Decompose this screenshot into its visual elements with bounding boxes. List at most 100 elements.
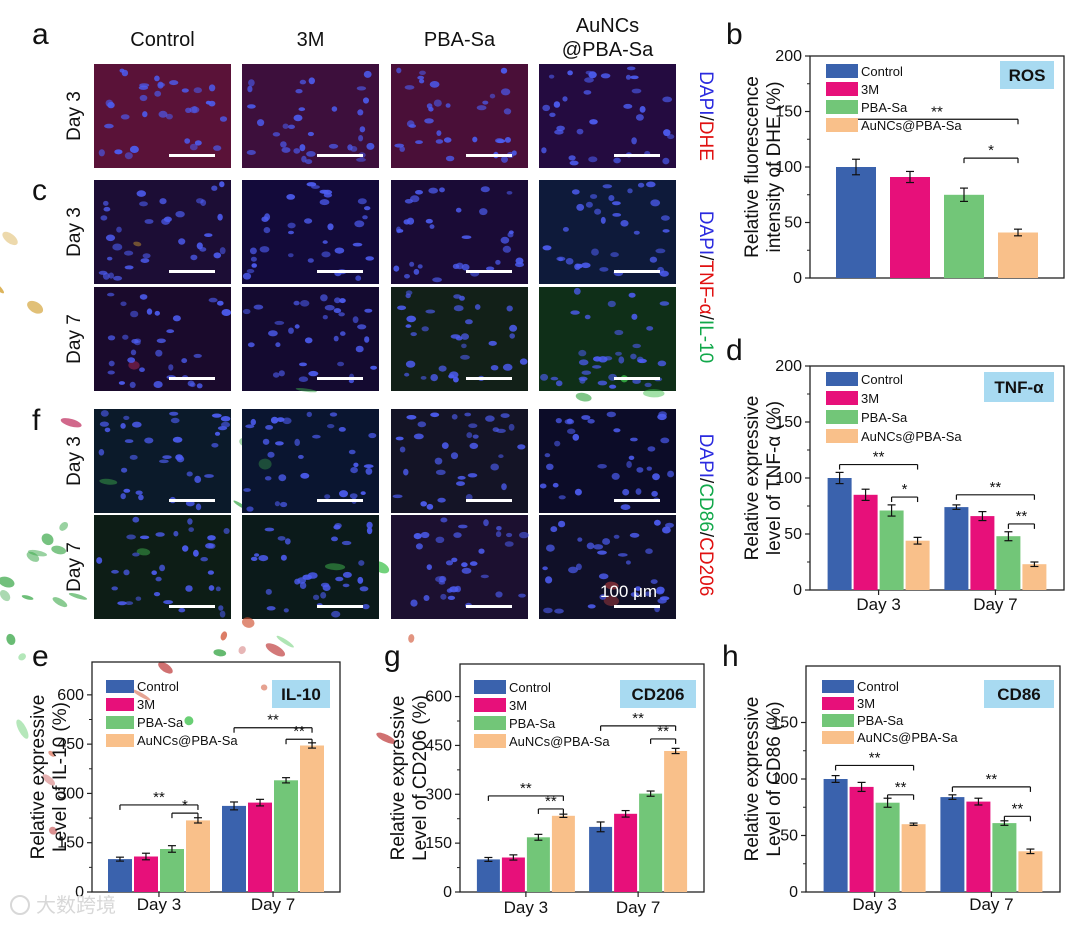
panel-letter-e: e: [32, 640, 49, 673]
scale-bar: [466, 377, 512, 380]
bar: [940, 797, 965, 892]
panel-letter-d: d: [726, 334, 743, 367]
row-label: Day 3: [64, 91, 85, 141]
bar: [664, 751, 688, 892]
stain-label: DAPI/CD86/CD206: [695, 434, 716, 597]
micrograph-tile: [0, 287, 528, 602]
legend-label: PBA-Sa: [861, 100, 908, 115]
significance-bracket: **: [1003, 800, 1032, 822]
micrograph-tile: [26, 409, 379, 608]
chart-title-box: [1000, 61, 1054, 89]
y-axis-label: Relative fluorescence: [742, 76, 763, 258]
micrograph-tile: [94, 409, 231, 513]
stain-label: DAPI/DHE: [695, 71, 716, 161]
legend-swatch: [474, 734, 506, 748]
panel-letters: a b c d e f g h: [32, 18, 743, 673]
scale-bar: [466, 499, 512, 502]
micrograph-tile: [239, 287, 379, 448]
significance-label: **: [632, 710, 644, 727]
significance-label: **: [869, 749, 881, 766]
significance-bracket: **: [886, 779, 915, 800]
scale-bar-label: 100 μm: [600, 582, 657, 601]
bar: [853, 494, 878, 590]
bar: [901, 824, 926, 892]
significance-bracket: **: [1007, 508, 1036, 529]
y-tick-label: 0: [443, 884, 452, 901]
bar: [836, 167, 876, 278]
legend-swatch: [106, 698, 134, 711]
y-tick-label: 450: [425, 737, 452, 754]
legend-swatch: [106, 734, 134, 747]
charts: 0 50 100 150 200 Relative fluorescence intensi…: [28, 48, 1065, 917]
scale-bar: [614, 499, 660, 502]
bar: [108, 859, 132, 892]
y-axis-label: level of TNF-α (%): [764, 401, 785, 555]
significance-bracket: **: [838, 449, 919, 470]
legend-label: 3M: [861, 391, 879, 406]
bar: [823, 779, 848, 892]
y-tick-label: 150: [775, 414, 802, 431]
y-tick-label: 0: [75, 884, 84, 901]
scale-bar: [169, 154, 215, 157]
scale-bar: [466, 605, 512, 608]
significance-label: **: [267, 712, 279, 729]
bar: [1018, 851, 1043, 892]
micrograph-tile: [242, 64, 379, 168]
significance-bracket: **: [834, 749, 915, 771]
chart-title-box: [984, 372, 1054, 402]
legend-swatch: [106, 680, 134, 693]
y-axis-label: Level of IL-10 (%): [50, 702, 71, 852]
panel-letter-c: c: [32, 174, 47, 207]
chart-title: CD206: [632, 685, 685, 704]
column-header: 3M: [297, 29, 325, 51]
plot-frame: [91, 661, 341, 893]
y-tick-label: 100: [775, 159, 802, 176]
category-label: Day 7: [969, 895, 1013, 914]
significance-bracket: *: [963, 142, 1019, 164]
column-header: AuNCs: [576, 15, 639, 37]
scale-bar: [317, 377, 363, 380]
legend-label: AuNCs@PBA-Sa: [857, 730, 958, 745]
micrograph-tile: [68, 515, 379, 657]
y-tick-label: 150: [771, 715, 798, 732]
plot-frame: [459, 663, 705, 893]
y-tick-label: 600: [425, 689, 452, 706]
micrograph-tile: [0, 180, 231, 314]
legend-label: PBA-Sa: [861, 410, 908, 425]
significance-label: *: [182, 797, 188, 814]
watermark: 大数跨境: [10, 893, 116, 917]
legend-label: Control: [137, 679, 179, 694]
y-tick-label: 300: [425, 786, 452, 803]
panel-letter-a: a: [32, 18, 49, 51]
legend: Control 3M PBA-Sa AuNCs@PBA-Sa: [474, 680, 610, 749]
scale-bar: [317, 270, 363, 273]
category-label: Day 7: [616, 898, 660, 917]
bar: [992, 823, 1017, 892]
watermark-text: 大数跨境: [36, 893, 116, 917]
chart-g: 0 150 300 450 600 Relative expressive Level of…: [388, 663, 705, 917]
scale-bar: [317, 154, 363, 157]
significance-label: **: [986, 771, 998, 788]
significance-bracket: **: [119, 789, 199, 810]
legend-swatch: [474, 716, 506, 730]
y-axis-label: Relative expressive: [388, 696, 409, 861]
y-tick-label: 100: [771, 771, 798, 788]
legend: Control 3M PBA-Sa AuNCs@PBA-Sa: [826, 372, 962, 444]
legend-swatch: [474, 680, 506, 694]
legend-swatch: [822, 697, 854, 710]
legend-label: 3M: [861, 82, 879, 97]
panel-letter-b: b: [726, 18, 743, 51]
significance-label: **: [657, 723, 669, 740]
legend-swatch: [822, 714, 854, 727]
significance-bracket: **: [537, 793, 564, 814]
bar: [944, 507, 969, 590]
micrograph-tile: [391, 64, 528, 168]
bar: [998, 232, 1038, 278]
significance-label: **: [931, 103, 943, 120]
legend-swatch: [826, 100, 858, 114]
bar: [905, 540, 930, 590]
stain-label: DAPI/TNF-α/IL-10: [695, 211, 716, 363]
significance-bracket: **: [650, 723, 677, 744]
category-label: Day 7: [251, 895, 295, 914]
legend: Control 3M PBA-Sa AuNCs@PBA-Sa: [826, 64, 962, 133]
